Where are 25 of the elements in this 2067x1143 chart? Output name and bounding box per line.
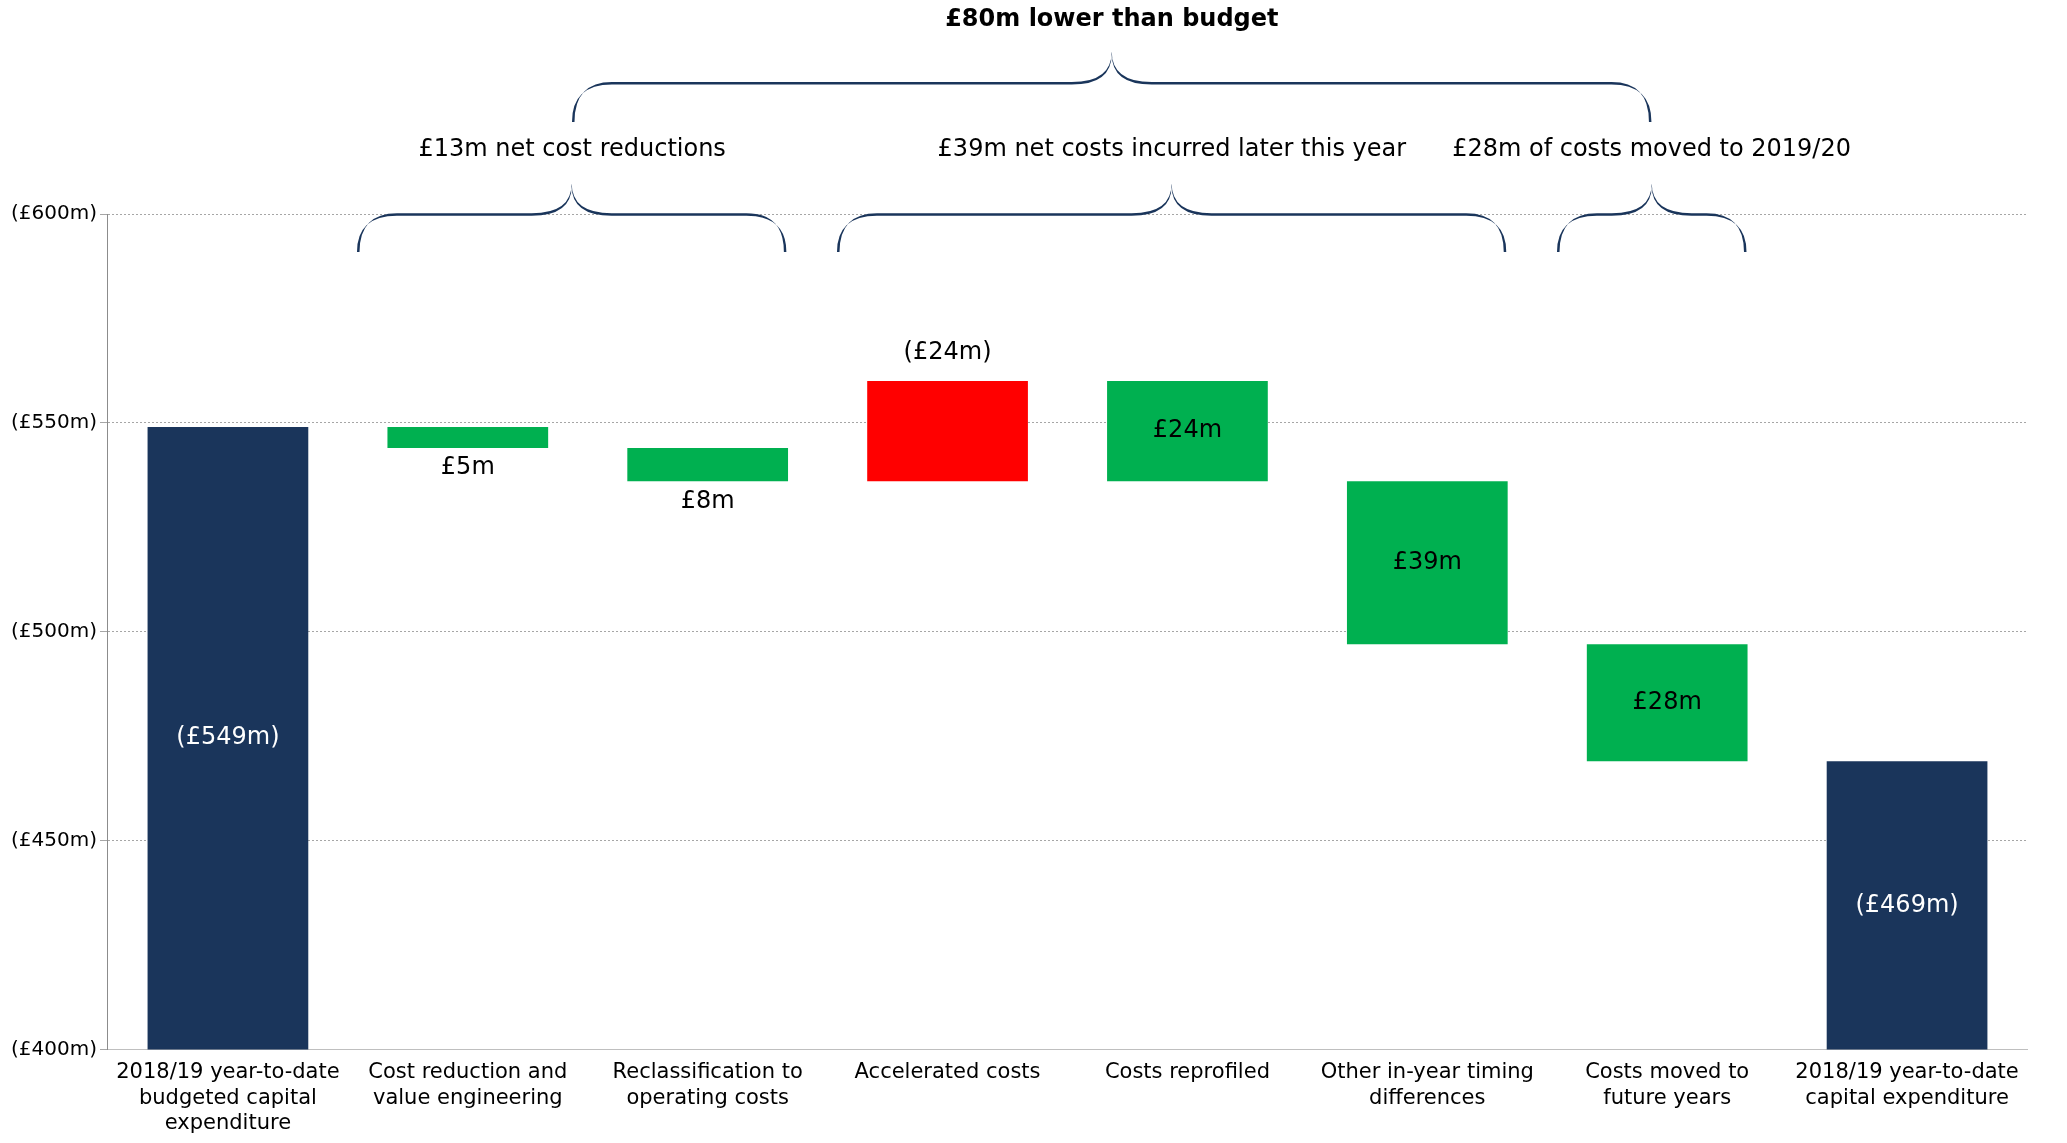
data-label: (£549m) — [176, 722, 280, 751]
data-label: £39m — [1392, 547, 1462, 576]
text: £39m net costs incurred later this year — [937, 134, 1407, 162]
y-tick-label: (£600m) — [10, 200, 97, 225]
x-tick-label: Costs reprofiled — [1104, 1059, 1270, 1084]
x-tick-label: Accelerated costs — [854, 1059, 1041, 1084]
y-tick-label: (£500m) — [10, 617, 97, 642]
x-tick-label: Costs moved to future years — [1585, 1059, 1750, 1109]
x-tick-label: 2018/19 year-to-date capital expenditure — [1795, 1059, 2019, 1109]
chart-title: £80m lower than budget — [945, 4, 1279, 32]
y-tick-label: (£400m) — [10, 1035, 97, 1060]
data-label: (£469m) — [1855, 889, 1959, 918]
data-label: £5m — [440, 452, 495, 481]
text: £13m net cost reductions — [418, 134, 726, 162]
x-tick-label: 2018/19 year-to-date budgeted capital expenditure — [116, 1059, 340, 1134]
x-tick-label: Cost reduction and value engineering — [368, 1059, 568, 1109]
data-label: £24m — [1152, 415, 1223, 444]
text: £28m of costs moved to 2019/20 — [1452, 134, 1851, 162]
y-tick-label: (£450m) — [10, 826, 97, 851]
data-label: £8m — [680, 485, 735, 514]
y-tick-label: (£550m) — [10, 409, 97, 434]
data-label: (£24m) — [903, 337, 992, 366]
x-tick-label: Reclassification to operating costs — [612, 1059, 803, 1109]
x-tick-label: Other in-year timing differences — [1320, 1059, 1534, 1109]
data-label: £28m — [1632, 686, 1702, 715]
